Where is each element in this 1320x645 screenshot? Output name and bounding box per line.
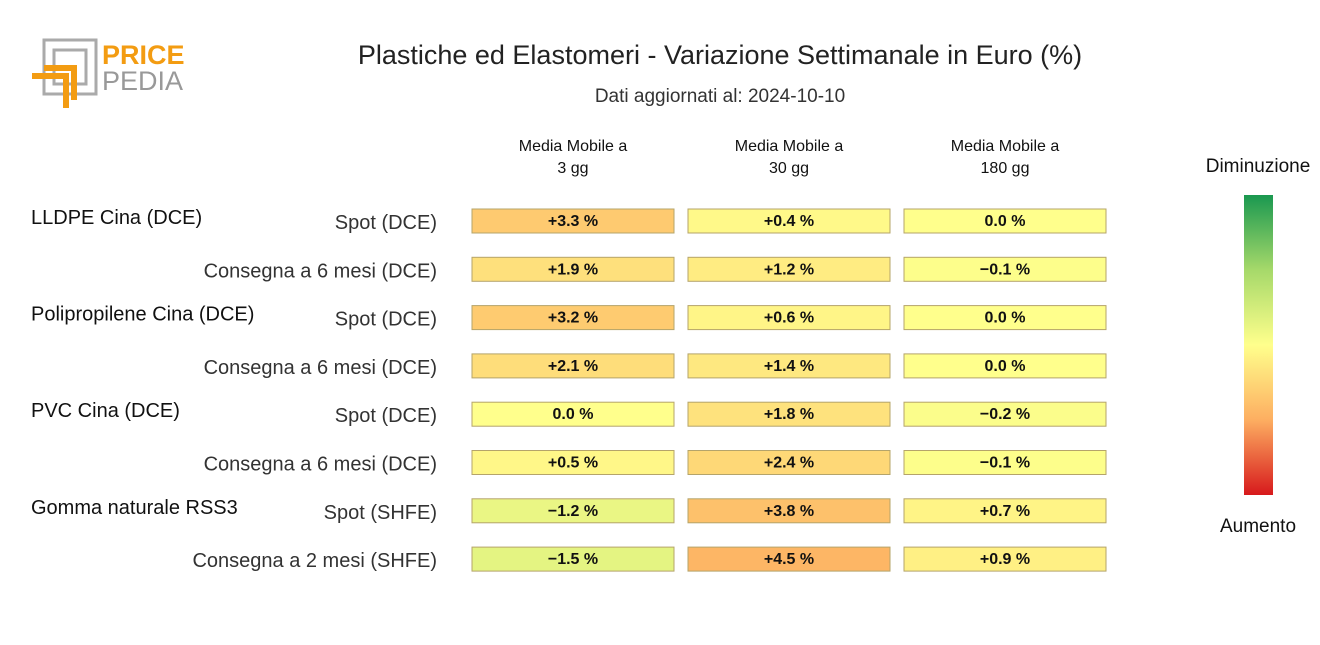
heatmap-cell [687,450,891,475]
cell-value-label: −1.2 % [548,503,598,520]
chart-title: Plastiche ed Elastomeri - Variazione Set… [357,40,1083,70]
cell-value-label: +3.8 % [764,503,814,520]
heatmap-cell [687,401,891,427]
cell-value-label: +1.9 % [548,261,598,278]
cell-value-label: −1.5 % [548,551,598,568]
row-label: Spot (DCE) [335,309,437,331]
cell-value-label: 0.0 % [553,406,594,423]
heatmap-cell [687,305,891,331]
legend-top-label: Diminuzione [1206,156,1311,177]
row-label: Spot (DCE) [335,405,437,427]
heatmap-cell [471,208,675,234]
legend-bottom-label: Aumento [1220,516,1296,537]
cell-value-label: +1.2 % [764,261,814,278]
heatmap-cell [471,305,675,331]
cell-value-label: +2.4 % [764,455,814,472]
group-label: Gomma naturale RSS3 [31,497,238,519]
cell-value-label: +3.3 % [548,213,598,230]
pricepedia-logo: PRICE PEDIA [30,38,190,110]
heatmap-cell [903,401,1107,427]
group-label: Polipropilene Cina (DCE) [31,304,254,326]
heatmap-cell [687,546,891,572]
row-label: Consegna a 6 mesi (DCE) [204,357,437,379]
cell-value-label: 0.0 % [985,358,1026,375]
group-label: PVC Cina (DCE) [31,400,180,422]
cell-value-label: −0.2 % [980,406,1030,423]
column-header-line2: 180 gg [981,160,1030,177]
cell-value-label: +0.6 % [764,310,814,327]
color-legend: Diminuzione Aumento [1206,156,1311,537]
row-label: Consegna a 6 mesi (DCE) [204,454,437,476]
heatmap-cell [903,208,1107,234]
cell-value-label: −0.1 % [980,455,1030,472]
column-header-line2: 30 gg [769,160,809,177]
heatmap-rows: LLDPE Cina (DCE) Spot (DCE) +3.3 % +0.4 % 0.… [31,207,1107,572]
heatmap-cell [471,353,675,379]
heatmap-cell [903,256,1107,282]
heatmap-cell [471,401,675,427]
cell-value-label: +3.2 % [548,310,598,327]
cell-value-label: +0.7 % [980,503,1030,520]
heatmap-cell [903,498,1107,524]
column-header-line1: Media Mobile a [519,138,628,155]
heatmap-cell [471,450,675,475]
cell-value-label: +0.4 % [764,213,814,230]
cell-value-label: +4.5 % [764,551,814,568]
chart-subtitle: Dati aggiornati al: 2024-10-10 [594,86,846,107]
cell-value-label: +2.1 % [548,358,598,375]
heatmap-cell [471,256,675,282]
cell-value-label: 0.0 % [985,310,1026,327]
heatmap-cell [687,353,891,379]
cell-value-label: +1.8 % [764,406,814,423]
column-headers: Media Mobile a 3 gg Media Mobile a 30 gg Med… [519,138,1060,177]
cell-value-label: +1.4 % [764,358,814,375]
cell-value-label: +0.5 % [548,455,598,472]
logo-text-pedia: PEDIA [102,66,183,96]
column-header-line1: Media Mobile a [735,138,844,155]
heatmap-cell [687,256,891,282]
heatmap-cell [687,208,891,234]
column-header-line1: Media Mobile a [951,138,1060,155]
heatmap-cell [903,450,1107,475]
heatmap-cell [471,546,675,572]
logo-mark: PRICE PEDIA [32,38,185,108]
row-label: Consegna a 2 mesi (SHFE) [192,550,437,572]
row-label: Spot (DCE) [335,212,437,234]
column-header-line2: 3 gg [557,160,588,177]
row-label: Consegna a 6 mesi (DCE) [204,260,437,282]
heatmap-cell [903,305,1107,331]
group-label: LLDPE Cina (DCE) [31,207,202,229]
heatmap-cell [903,353,1107,379]
row-label: Spot (SHFE) [324,502,437,524]
heatmap-cell [687,498,891,524]
cell-value-label: +0.9 % [980,551,1030,568]
heatmap-cell [471,498,675,524]
heatmap-cell [903,546,1107,572]
logo-text-price: PRICE [102,40,185,70]
legend-colorbar [1244,195,1273,495]
cell-value-label: −0.1 % [980,261,1030,278]
cell-value-label: 0.0 % [985,213,1026,230]
